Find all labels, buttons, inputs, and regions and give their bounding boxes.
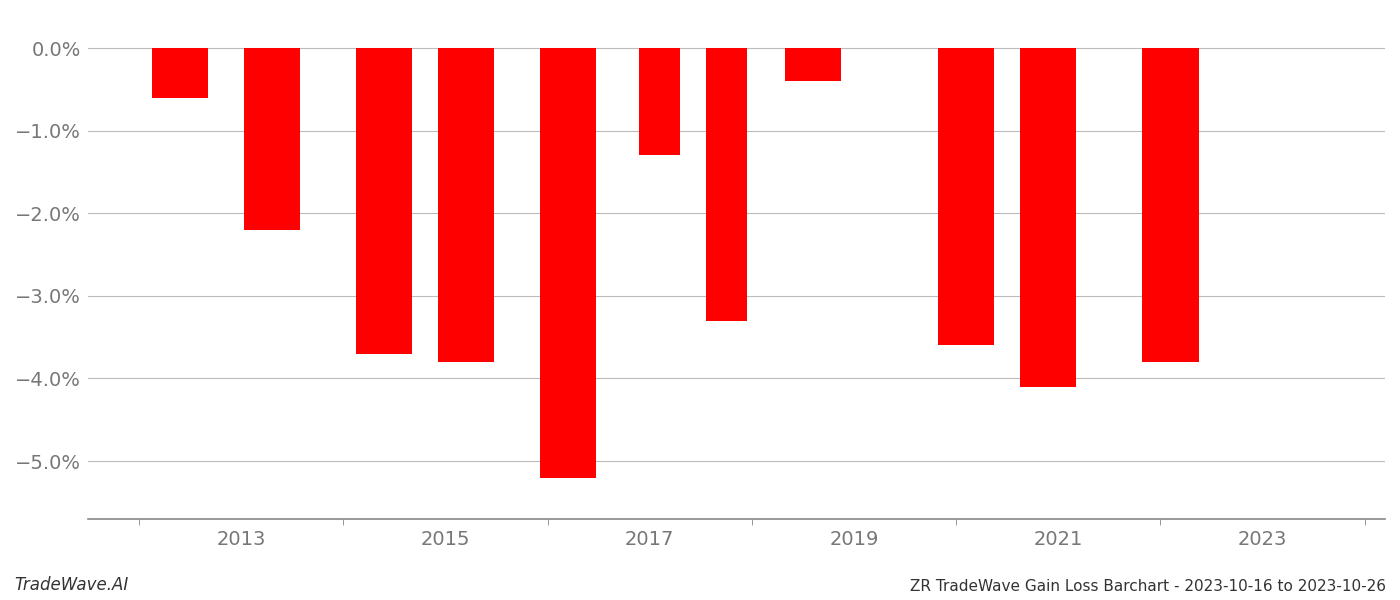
Bar — [706, 48, 746, 320]
Bar — [640, 48, 680, 155]
Bar — [1019, 48, 1077, 387]
Text: TradeWave.AI: TradeWave.AI — [14, 576, 129, 594]
Bar — [540, 48, 596, 478]
Bar — [244, 48, 300, 230]
Bar — [151, 48, 209, 98]
Bar — [356, 48, 412, 353]
Bar — [1142, 48, 1198, 362]
Bar — [785, 48, 841, 81]
Bar — [938, 48, 994, 346]
Text: ZR TradeWave Gain Loss Barchart - 2023-10-16 to 2023-10-26: ZR TradeWave Gain Loss Barchart - 2023-1… — [910, 579, 1386, 594]
Bar — [438, 48, 494, 362]
